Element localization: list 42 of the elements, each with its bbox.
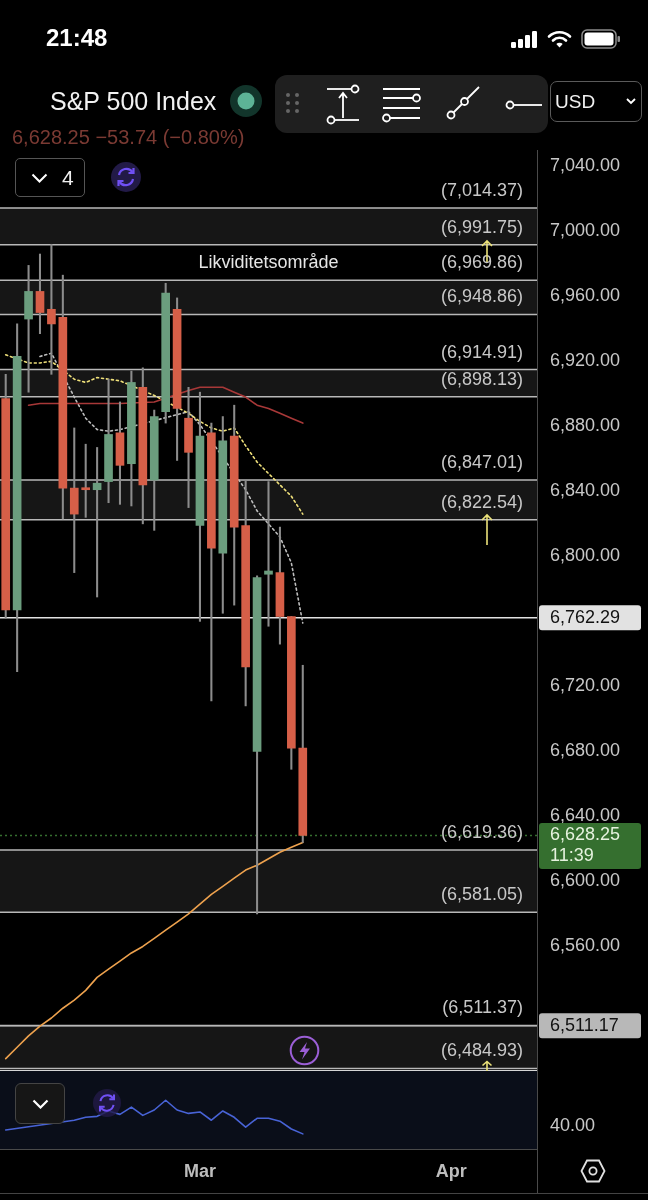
y-tick-label: 6,680.00	[550, 740, 621, 761]
text: 21:48	[46, 24, 108, 52]
annotation: (6,969.86)	[440, 252, 523, 273]
annotation: (6,948.86)	[440, 286, 523, 307]
annotation: (6,822.54)	[440, 491, 523, 512]
candlestick	[264, 481, 273, 627]
annotation: (6,847.01)	[440, 451, 523, 472]
x-tick-label: Mar	[183, 1160, 216, 1181]
y-tick-label: 6,800.00	[550, 545, 621, 566]
annotation: (6,914.91)	[440, 341, 523, 362]
candlestick	[92, 447, 102, 598]
y-tick-label: 7,000.00	[550, 220, 621, 241]
annotation: (6,581.05)	[440, 884, 523, 905]
annotation: (6,991.75)	[440, 216, 523, 237]
candlestick	[184, 386, 193, 508]
y-tick-label: 6,560.00	[550, 935, 621, 956]
annotation: 4	[62, 165, 74, 191]
y-tick-label: 7,040.00	[550, 155, 621, 176]
annotation: (6,484.93)	[440, 1040, 523, 1061]
y-tick-label: 6,920.00	[550, 350, 621, 371]
annotation: (6,898.13)	[440, 368, 523, 389]
y-tick-label: 6,880.00	[550, 415, 621, 436]
candlestick	[81, 443, 91, 518]
annotation: (6,619.36)	[440, 821, 523, 842]
currency-dropdown: USD	[550, 81, 642, 122]
line-series	[4, 354, 304, 515]
y-tick-label: 6,840.00	[550, 480, 621, 501]
ref-line-label: 6,511.17	[550, 1014, 619, 1035]
chart-subtitle: 6,628.25 −53.74 (−0.80%)	[12, 125, 245, 149]
annotation: (6,511.37)	[442, 997, 523, 1018]
y-tick-label: 6,600.00	[550, 870, 621, 891]
y-tick-label: 6,720.00	[550, 675, 621, 696]
annotation: (7,014.37)	[440, 179, 523, 200]
y-tick-label: 6,960.00	[550, 285, 621, 306]
indicator-dropdown: 4	[15, 158, 85, 197]
x-tick-label: Apr	[435, 1160, 467, 1181]
ref-line-label: 6,762.29	[550, 606, 621, 627]
ref-line-label: 6,628.25 11:39	[550, 824, 621, 866]
chart-title: S&P 500 Index	[50, 86, 217, 116]
y-tick-label: 6,640.00	[550, 805, 621, 826]
band-label: Likviditetsområde	[198, 252, 339, 273]
text: 40.00	[550, 1114, 596, 1135]
